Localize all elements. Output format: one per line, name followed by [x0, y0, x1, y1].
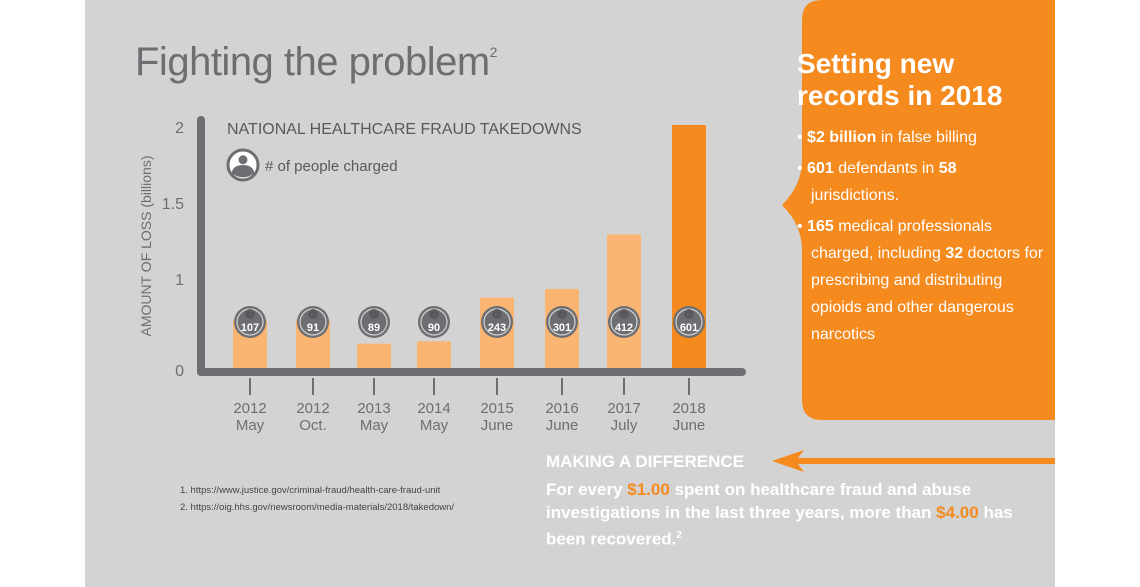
person-icon-head — [492, 309, 502, 319]
x-tick-month: June — [481, 417, 514, 434]
person-icon-head — [557, 309, 567, 319]
legend-label: # of people charged — [265, 158, 398, 175]
bullet-text: jurisdictions. — [811, 187, 900, 204]
person-icon — [481, 306, 513, 338]
bullet-highlight: $2 billion — [807, 129, 877, 146]
callout-bullet: • 165 medical professionals charged, inc… — [797, 218, 1044, 343]
people-charged-label: 412 — [615, 322, 633, 334]
bullet-highlight: 32 — [945, 245, 964, 262]
x-tick-month: May — [420, 417, 449, 434]
x-tick-month: May — [236, 417, 265, 434]
y-tick-label: 0 — [175, 363, 184, 380]
x-tick-year: 2014 — [417, 400, 450, 417]
person-icon-head — [369, 309, 379, 319]
chart-title: NATIONAL HEALTHCARE FRAUD TAKEDOWNS — [227, 121, 582, 138]
difference-body: For every $1.00 spent on healthcare frau… — [546, 478, 1026, 551]
x-tick-month: May — [360, 417, 389, 434]
bullet-text: defendants in — [833, 160, 939, 177]
x-tick-month: Oct. — [299, 417, 327, 434]
people-charged-label: 601 — [680, 322, 698, 334]
title-footnote: 2 — [489, 44, 498, 60]
difference-footnote: 2 — [676, 530, 682, 541]
amount-spent: $1.00 — [627, 480, 670, 499]
callout-title: Setting new records in 2018 — [797, 48, 1003, 111]
making-a-difference: MAKING A DIFFERENCE For every $1.00 spen… — [546, 452, 1026, 551]
difference-text: has been recovered. — [546, 503, 1013, 549]
amount-recovered: $4.00 — [936, 503, 979, 522]
x-tick-month: June — [673, 417, 706, 434]
people-charged-label: 91 — [307, 322, 319, 334]
person-icon-head — [308, 309, 318, 319]
y-tick-label: 1.5 — [162, 196, 184, 213]
reference-2[interactable]: 2. https://oig.hhs.gov/newsroom/media-ma… — [180, 502, 455, 513]
x-tick-year: 2012 — [296, 400, 329, 417]
callout-bullets: • $2 billion in false billing • 601 defen… — [797, 124, 1047, 348]
x-tick-year: 2012 — [233, 400, 266, 417]
title-text: Fighting the problem — [135, 40, 490, 84]
y-tick-label: 2 — [175, 120, 184, 137]
bullet-highlight: 58 — [938, 160, 957, 177]
callout-bullet: • $2 billion in false billing — [797, 129, 977, 146]
bar — [357, 343, 391, 368]
x-tick-year: 2018 — [672, 400, 705, 417]
bullet-text: doctors for prescribing and distributing… — [811, 245, 1044, 343]
person-icon — [546, 306, 578, 338]
person-legend-icon-body — [231, 165, 255, 178]
x-tick-month: July — [611, 417, 638, 434]
person-legend-icon-head — [238, 155, 248, 165]
references: 1. https://www.justice.gov/criminal-frau… — [180, 482, 454, 516]
x-tick-year: 2013 — [357, 400, 390, 417]
difference-text: For every — [546, 480, 628, 499]
people-charged-label: 107 — [241, 322, 259, 334]
x-tick-year: 2015 — [480, 400, 513, 417]
person-icon — [673, 306, 705, 338]
person-icon-head — [245, 309, 255, 319]
people-charged-label: 243 — [488, 322, 506, 334]
person-icon-head — [684, 309, 694, 319]
callout-bullet: • 601 defendants in 58 jurisdictions. — [797, 160, 957, 204]
people-charged-label: 89 — [368, 322, 380, 334]
bullet-highlight: 601 — [807, 160, 834, 177]
y-axis-label: AMOUNT OF LOSS (billions) — [138, 156, 154, 337]
x-tick-year: 2017 — [607, 400, 640, 417]
x-tick-month: June — [546, 417, 579, 434]
bar — [417, 341, 451, 368]
arrow-left-icon — [772, 450, 1055, 472]
difference-text: spent on healthcare fraud and abuse inve… — [546, 480, 972, 522]
callout-records: Setting new records in 2018 • $2 billion… — [797, 48, 1047, 352]
bullet-text: in false billing — [876, 129, 977, 146]
person-icon — [608, 306, 640, 338]
x-tick-year: 2016 — [545, 400, 578, 417]
bullet-highlight: 165 — [807, 218, 834, 235]
people-charged-label: 301 — [553, 322, 571, 334]
page-title: Fighting the problem2 — [135, 40, 497, 85]
reference-1[interactable]: 1. https://www.justice.gov/criminal-frau… — [180, 485, 441, 496]
person-icon-head — [619, 309, 629, 319]
bar — [607, 234, 641, 368]
person-icon-head — [429, 309, 439, 319]
person-icon — [297, 306, 329, 338]
people-charged-label: 90 — [428, 322, 440, 334]
callout-shape — [782, 0, 1055, 420]
person-icon — [234, 306, 266, 338]
person-icon — [358, 306, 390, 338]
person-icon — [418, 306, 450, 338]
bullet-text: medical professionals charged, including — [811, 218, 993, 262]
y-tick-label: 1 — [175, 272, 184, 289]
difference-heading: MAKING A DIFFERENCE — [546, 452, 745, 471]
